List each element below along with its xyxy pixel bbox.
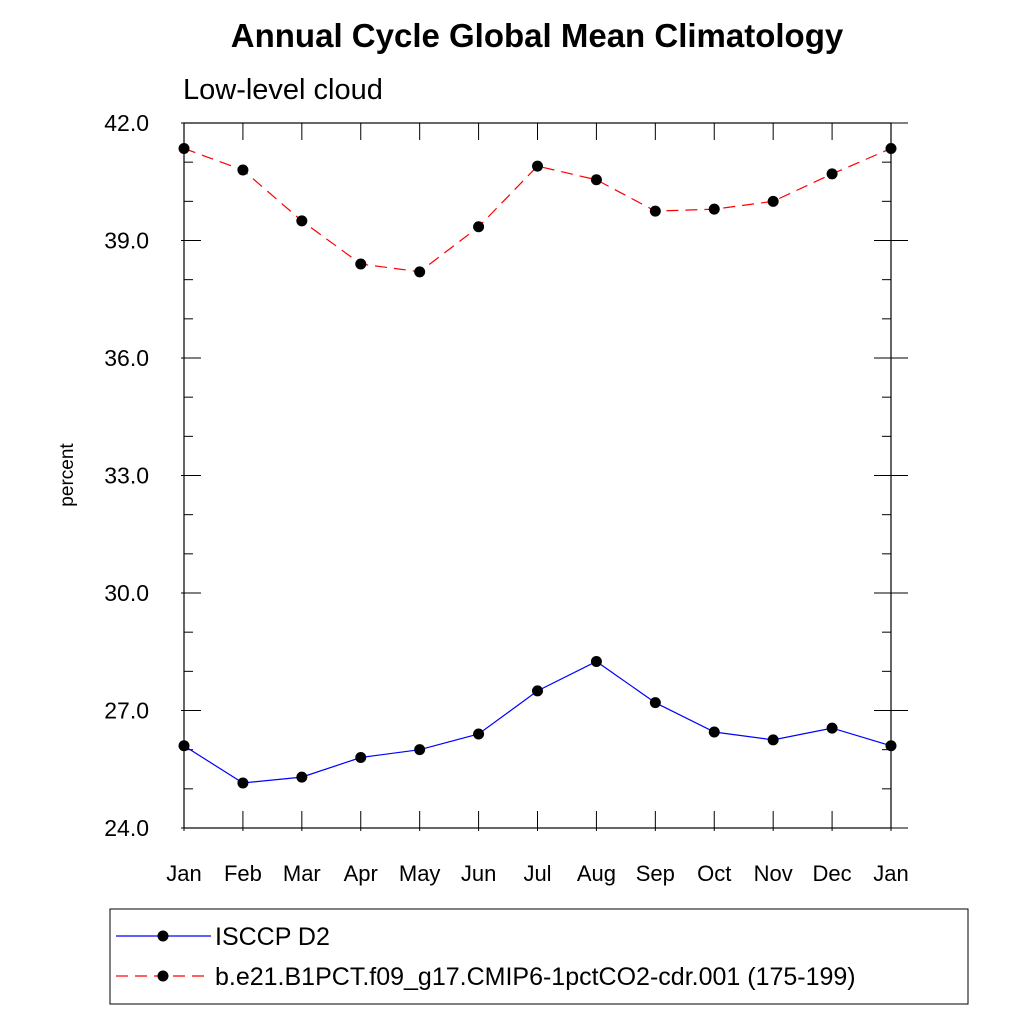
- y-tick-label: 30.0: [104, 580, 149, 606]
- series-1-point: [767, 734, 779, 746]
- chart-subtitle: Low-level cloud: [183, 74, 383, 106]
- series-2-point: [826, 168, 838, 180]
- x-tick-label: Jan: [166, 861, 201, 886]
- y-tick-label: 24.0: [104, 815, 149, 841]
- series-2-point: [649, 205, 661, 217]
- y-tick-label: 42.0: [104, 110, 149, 136]
- x-tick-label: Nov: [754, 861, 793, 886]
- series-1-point: [473, 728, 485, 740]
- y-tick-label: 33.0: [104, 463, 149, 489]
- chart-title: Annual Cycle Global Mean Climatology: [231, 17, 844, 54]
- legend-label-1: ISCCP D2: [215, 923, 330, 951]
- series-2-point: [885, 142, 897, 154]
- series-1-point: [826, 722, 838, 734]
- series-2-point: [532, 160, 543, 172]
- legend-marker-1: [157, 930, 169, 942]
- x-tick-label: Aug: [577, 861, 616, 886]
- series-1-point: [355, 752, 367, 763]
- x-tick-label: Sep: [636, 861, 675, 886]
- series-2-point: [178, 142, 190, 154]
- plot-area: [178, 142, 897, 789]
- series-1-point: [590, 656, 602, 668]
- legend-box: [109, 908, 969, 1005]
- series-2-point: [708, 203, 720, 215]
- legend-label-2: b.e21.B1PCT.f09_g17.CMIP6-1pctCO2-cdr.00…: [215, 963, 856, 991]
- series-1-point: [708, 726, 720, 738]
- series-1-point: [237, 777, 249, 789]
- y-tick-label: 27.0: [104, 698, 149, 724]
- x-tick-label: Apr: [344, 861, 378, 886]
- series-2-point: [355, 258, 367, 270]
- x-tick-label: Oct: [697, 861, 731, 886]
- series-2-point: [296, 215, 308, 227]
- series-line-1: [183, 660, 892, 784]
- legend: ISCCP D2 b.e21.B1PCT.f09_g17.CMIP6-1pctCO…: [116, 923, 856, 991]
- series-1-point: [885, 740, 897, 752]
- x-tick-label: Jan: [873, 861, 908, 886]
- x-tick-label: Mar: [283, 861, 321, 886]
- y-tick-label: 36.0: [104, 345, 149, 371]
- series-2-point: [590, 174, 602, 186]
- series-2-point: [237, 164, 249, 176]
- x-tick-label: May: [399, 861, 441, 886]
- x-tick-label: Jun: [461, 861, 496, 886]
- series-1-point: [414, 744, 426, 756]
- x-tick-label: Dec: [813, 861, 852, 886]
- y-axis-label: percent: [57, 443, 78, 507]
- x-tick-label: Jul: [523, 861, 551, 886]
- series-2-point: [414, 266, 426, 278]
- series-1-point: [532, 685, 543, 697]
- series-1-point: [178, 740, 190, 752]
- plot-frame: [183, 122, 892, 829]
- series-1-point: [649, 697, 661, 709]
- series-2-point: [473, 221, 485, 233]
- axes: 24.0 27.0 30.0 33.0 36.0 39.0 42.0 Jan Feb Mar Apr…: [104, 110, 909, 886]
- x-tick-label: Feb: [224, 861, 262, 886]
- legend-marker-2: [157, 970, 169, 982]
- series-1-point: [296, 771, 308, 783]
- y-tick-label: 39.0: [104, 228, 149, 254]
- series-2-point: [767, 195, 779, 207]
